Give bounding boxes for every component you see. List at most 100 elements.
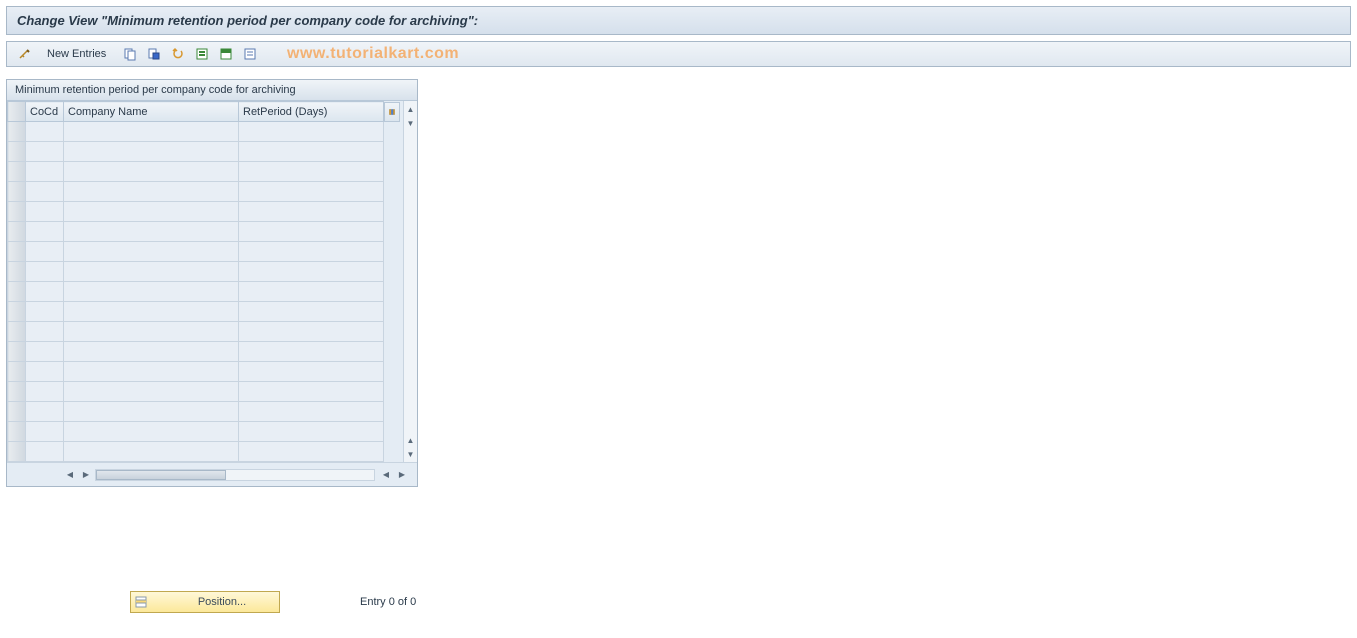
table-cell[interactable] [64, 382, 239, 402]
row-selector[interactable] [8, 322, 26, 342]
table-cell[interactable] [239, 362, 384, 382]
table-cell[interactable] [26, 142, 64, 162]
hscroll-first-icon[interactable]: ◀ [63, 468, 77, 482]
row-selector[interactable] [8, 402, 26, 422]
table-cell-pad [384, 302, 403, 322]
row-selector[interactable] [8, 262, 26, 282]
row-selector[interactable] [8, 362, 26, 382]
deselect-icon[interactable] [240, 45, 260, 63]
table-cell[interactable] [239, 282, 384, 302]
table-cell[interactable] [64, 342, 239, 362]
undo-icon[interactable] [168, 45, 188, 63]
scroll-up-bottom-icon[interactable]: ▲ [405, 434, 417, 446]
table-cell[interactable] [239, 442, 384, 462]
table-cell[interactable] [64, 322, 239, 342]
configure-columns-icon[interactable] [384, 102, 400, 122]
table-cell[interactable] [26, 342, 64, 362]
row-selector[interactable] [8, 122, 26, 142]
table-cell[interactable] [64, 202, 239, 222]
entry-count-text: Entry 0 of 0 [360, 596, 416, 608]
table-cell[interactable] [239, 422, 384, 442]
hscroll-right-icon[interactable]: ◀ [379, 468, 393, 482]
table-cell[interactable] [64, 422, 239, 442]
hscroll-left-icon[interactable]: ▶ [79, 468, 93, 482]
table-cell[interactable] [64, 362, 239, 382]
horizontal-scrollbar[interactable] [95, 469, 375, 481]
table-cell[interactable] [239, 242, 384, 262]
table-cell[interactable] [239, 382, 384, 402]
select-all-icon[interactable] [192, 45, 212, 63]
table-cell[interactable] [26, 122, 64, 142]
row-selector[interactable] [8, 422, 26, 442]
table-cell[interactable] [239, 262, 384, 282]
table-cell[interactable] [26, 422, 64, 442]
table-cell[interactable] [26, 262, 64, 282]
row-selector[interactable] [8, 202, 26, 222]
row-selector[interactable] [8, 242, 26, 262]
page-title: Change View "Minimum retention period pe… [6, 6, 1351, 35]
table-cell[interactable] [64, 142, 239, 162]
column-company-name[interactable]: Company Name [64, 102, 239, 122]
change-mode-icon[interactable] [15, 45, 35, 63]
table-cell[interactable] [239, 342, 384, 362]
position-button[interactable]: Position... [130, 591, 280, 613]
new-entries-button[interactable]: New Entries [41, 46, 112, 62]
row-selector[interactable] [8, 302, 26, 322]
scroll-up-icon[interactable]: ▲ [405, 103, 417, 115]
position-label: Position... [169, 596, 275, 608]
table-cell[interactable] [239, 402, 384, 422]
delete-icon[interactable] [144, 45, 164, 63]
row-selector[interactable] [8, 342, 26, 362]
select-block-icon[interactable] [216, 45, 236, 63]
table-cell[interactable] [239, 122, 384, 142]
table-cell[interactable] [239, 302, 384, 322]
table-cell[interactable] [239, 222, 384, 242]
row-selector[interactable] [8, 162, 26, 182]
vertical-scrollbar[interactable]: ▲ ▼ ▲ ▼ [403, 101, 417, 462]
column-cocd[interactable]: CoCd [26, 102, 64, 122]
table-cell[interactable] [26, 322, 64, 342]
table-cell[interactable] [64, 182, 239, 202]
table-cell[interactable] [26, 242, 64, 262]
row-selector[interactable] [8, 442, 26, 462]
table-cell[interactable] [64, 222, 239, 242]
table-cell[interactable] [239, 202, 384, 222]
table-cell[interactable] [26, 222, 64, 242]
table-cell[interactable] [26, 282, 64, 302]
scroll-down-bottom-icon[interactable]: ▼ [405, 448, 417, 460]
horizontal-scroll-area: ◀ ▶ ◀ ▶ [7, 462, 417, 486]
table-cell[interactable] [26, 182, 64, 202]
scroll-down-icon[interactable]: ▼ [405, 117, 417, 129]
row-selector-header[interactable] [8, 102, 26, 122]
table-cell[interactable] [239, 142, 384, 162]
content-area: Minimum retention period per company cod… [0, 73, 1357, 493]
table-row [8, 302, 403, 322]
table-cell[interactable] [239, 322, 384, 342]
row-selector[interactable] [8, 182, 26, 202]
row-selector[interactable] [8, 382, 26, 402]
table-cell[interactable] [64, 302, 239, 322]
table-cell[interactable] [64, 122, 239, 142]
table-cell[interactable] [64, 402, 239, 422]
table-cell[interactable] [64, 282, 239, 302]
column-retperiod[interactable]: RetPeriod (Days) [239, 102, 384, 122]
table-cell[interactable] [26, 162, 64, 182]
table-cell[interactable] [26, 202, 64, 222]
table-cell[interactable] [64, 162, 239, 182]
table-cell[interactable] [26, 402, 64, 422]
row-selector[interactable] [8, 282, 26, 302]
table-cell[interactable] [64, 442, 239, 462]
row-selector[interactable] [8, 142, 26, 162]
hscroll-thumb[interactable] [96, 470, 226, 480]
table-cell[interactable] [64, 262, 239, 282]
table-cell[interactable] [26, 362, 64, 382]
hscroll-last-icon[interactable]: ▶ [395, 468, 409, 482]
table-cell[interactable] [26, 442, 64, 462]
table-cell[interactable] [26, 382, 64, 402]
table-cell[interactable] [26, 302, 64, 322]
copy-icon[interactable] [120, 45, 140, 63]
table-cell[interactable] [64, 242, 239, 262]
table-cell[interactable] [239, 182, 384, 202]
row-selector[interactable] [8, 222, 26, 242]
table-cell[interactable] [239, 162, 384, 182]
